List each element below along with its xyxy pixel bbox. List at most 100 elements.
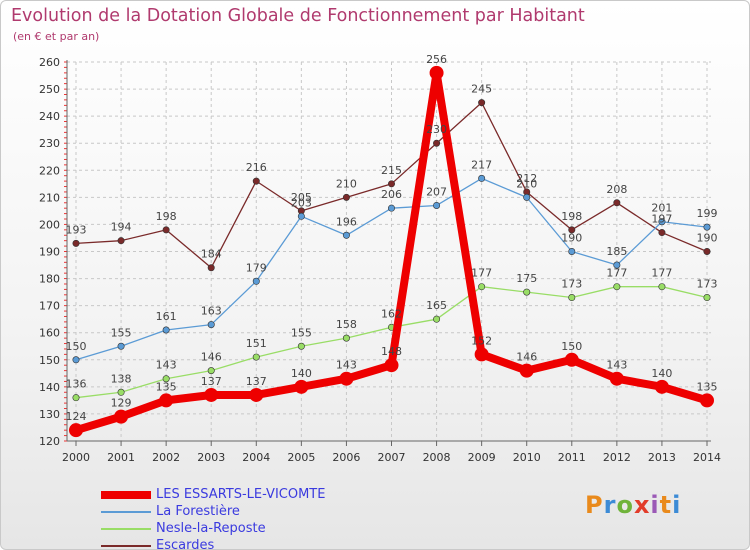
data-point <box>159 393 174 408</box>
data-point <box>69 423 83 438</box>
chart-title: Evolution de la Dotation Globale de Fonc… <box>11 6 585 26</box>
x-tick-label: 2014 <box>693 451 721 464</box>
data-label: 207 <box>426 185 447 198</box>
data-label: 210 <box>336 177 357 190</box>
x-tick-label: 2013 <box>648 451 676 464</box>
data-point <box>474 347 489 362</box>
legend-item: Nesle-la-Reposte <box>101 520 401 537</box>
data-label: 203 <box>291 196 312 209</box>
data-label: 146 <box>516 351 537 364</box>
data-point <box>613 199 621 207</box>
data-label: 205 <box>291 191 312 204</box>
data-point <box>252 277 260 285</box>
data-point <box>519 363 534 378</box>
x-tick-label: 2005 <box>287 451 315 464</box>
legend-label: La Forestière <box>156 504 240 519</box>
x-tick-label: 2011 <box>558 451 586 464</box>
data-point <box>72 239 80 247</box>
y-tick-label: 170 <box>39 300 60 313</box>
data-label: 190 <box>697 232 718 245</box>
data-label: 143 <box>336 359 357 372</box>
logo-letter: i <box>672 491 682 519</box>
data-label: 137 <box>246 375 267 388</box>
y-tick-label: 260 <box>39 56 60 69</box>
data-label: 245 <box>471 83 492 96</box>
data-point <box>387 204 395 212</box>
data-point <box>564 352 579 367</box>
y-tick-label: 210 <box>39 191 60 204</box>
legend-label: LES ESSARTS-LE-VICOMTE <box>156 487 326 502</box>
x-tick-label: 2007 <box>378 451 406 464</box>
data-label: 135 <box>697 380 718 393</box>
y-tick-label: 130 <box>39 408 60 421</box>
x-tick-label: 2004 <box>242 451 270 464</box>
data-label: 162 <box>381 307 402 320</box>
data-label: 208 <box>606 183 627 196</box>
data-point <box>117 388 125 396</box>
data-point <box>478 99 486 107</box>
data-label: 150 <box>561 340 582 353</box>
data-label: 155 <box>291 326 312 339</box>
data-label: 230 <box>426 123 447 136</box>
data-point <box>613 283 621 291</box>
data-label: 179 <box>246 261 267 274</box>
y-tick-label: 140 <box>39 381 60 394</box>
legend-item: LES ESSARTS-LE-VICOMTE <box>101 486 401 503</box>
x-tick-label: 2008 <box>423 451 451 464</box>
x-tick-label: 2002 <box>152 451 180 464</box>
y-tick-label: 230 <box>39 137 60 150</box>
data-point <box>207 367 215 375</box>
legend-label: Escardes <box>156 538 215 550</box>
legend-item: La Forestière <box>101 503 401 520</box>
data-point <box>252 177 260 185</box>
data-label: 199 <box>697 207 718 220</box>
data-point <box>294 379 309 394</box>
data-label: 177 <box>606 267 627 280</box>
legend-item: Escardes <box>101 537 401 550</box>
data-point <box>339 371 354 386</box>
logo-letter: x <box>633 491 651 519</box>
logo-letter: t <box>659 491 673 519</box>
data-label: 206 <box>381 188 402 201</box>
data-point <box>658 229 666 237</box>
chart-legend: LES ESSARTS-LE-VICOMTE La Forestière Nesle… <box>101 486 401 550</box>
legend-swatch <box>101 528 151 530</box>
data-point <box>387 180 395 188</box>
data-label: 140 <box>651 367 672 380</box>
data-point <box>700 393 714 408</box>
x-tick-label: 2012 <box>603 451 631 464</box>
chart-subtitle: (en € et par an) <box>13 30 100 43</box>
data-point <box>297 212 305 220</box>
data-label: 158 <box>336 318 357 331</box>
data-label: 146 <box>201 351 222 364</box>
logo-letter: i <box>650 491 660 519</box>
data-point <box>703 223 711 231</box>
data-point <box>433 139 441 147</box>
data-label: 177 <box>471 267 492 280</box>
data-label: 143 <box>156 359 177 372</box>
data-point <box>72 356 80 364</box>
data-label: 163 <box>201 305 222 318</box>
y-tick-label: 190 <box>39 246 60 259</box>
data-label: 175 <box>516 272 537 285</box>
legend-swatch <box>101 511 151 513</box>
data-point <box>249 387 264 402</box>
data-point <box>117 342 125 350</box>
data-point <box>478 174 486 182</box>
data-label: 161 <box>156 310 177 323</box>
data-label: 212 <box>516 172 537 185</box>
data-label: 210 <box>516 177 537 190</box>
data-point <box>658 283 666 291</box>
logo-letter: P <box>585 491 604 519</box>
y-tick-label: 120 <box>39 435 60 448</box>
data-label: 137 <box>201 375 222 388</box>
data-label: 184 <box>201 248 222 261</box>
data-label: 129 <box>111 397 132 410</box>
data-point <box>207 264 215 272</box>
data-label: 151 <box>246 337 267 350</box>
data-label: 124 <box>66 410 87 423</box>
data-label: 256 <box>426 53 447 66</box>
data-label: 185 <box>606 245 627 258</box>
